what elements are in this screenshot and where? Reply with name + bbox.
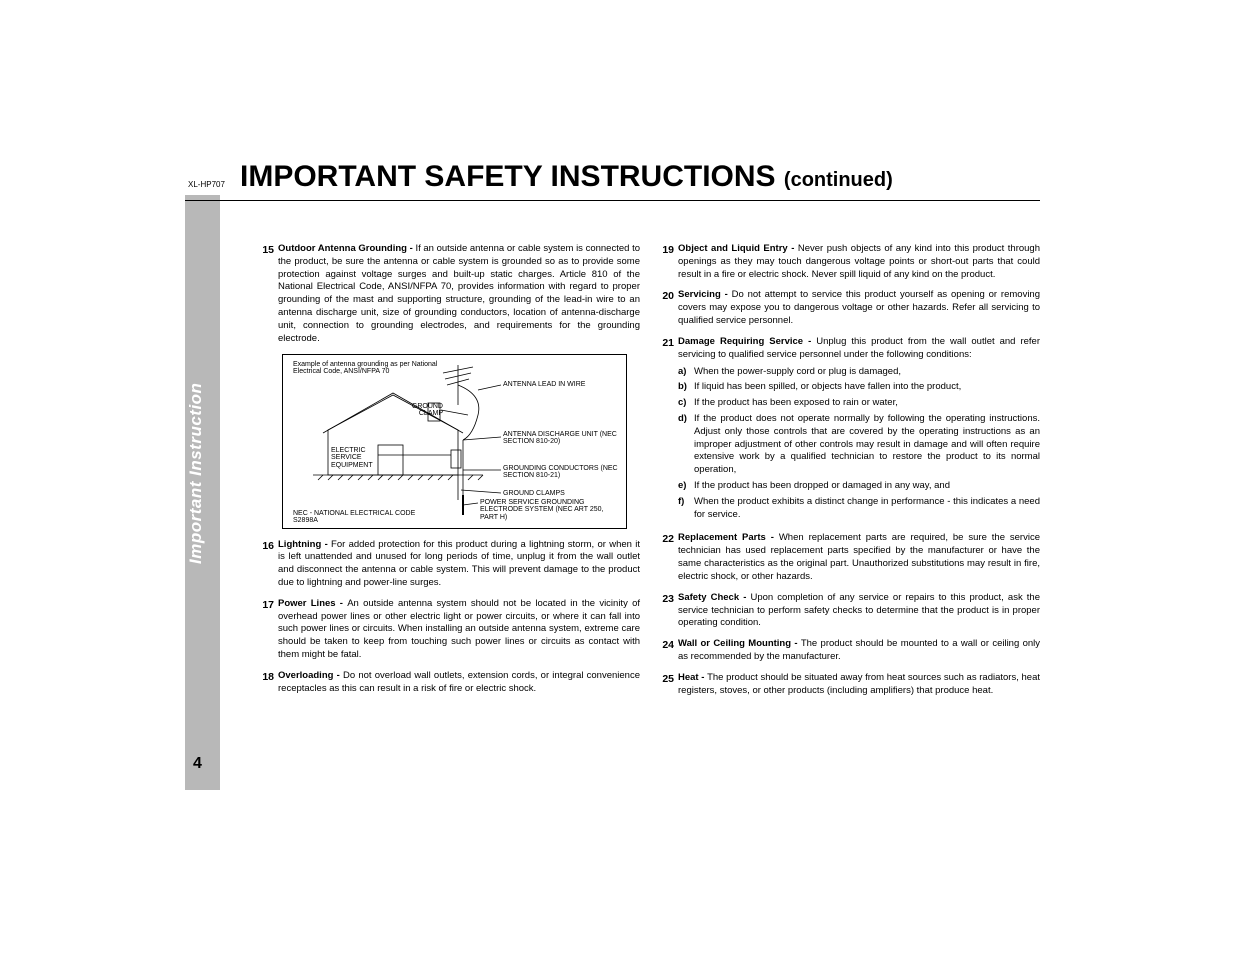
- item-body: Safety Check - Upon completion of any se…: [678, 592, 1040, 630]
- item-number: 17: [260, 598, 278, 662]
- item-number: 16: [260, 539, 278, 590]
- side-label: Important Instruction: [186, 383, 206, 564]
- sub-item: b)If liquid has been spilled, or objects…: [678, 381, 1040, 394]
- item-text: If an outside antenna or cable system is…: [278, 243, 640, 344]
- instruction-item: 16Lightning - For added protection for t…: [260, 539, 640, 590]
- sub-letter: d): [678, 413, 694, 477]
- diagram-caption: Example of antenna grounding as per Nati…: [293, 361, 453, 376]
- diagram-lead-label: ANTENNA LEAD IN WIRE: [503, 381, 585, 389]
- page-number: 4: [193, 755, 202, 773]
- diagram-clamp-label: GROUND CLAMP: [403, 403, 443, 418]
- sub-item: a)When the power-supply cord or plug is …: [678, 366, 1040, 379]
- sub-text: When the power-supply cord or plug is da…: [694, 366, 1040, 379]
- instruction-item: 25Heat - The product should be situated …: [660, 672, 1040, 698]
- item-number: 24: [660, 638, 678, 664]
- title-rule: [185, 200, 1040, 201]
- content-columns: 15Outdoor Antenna Grounding - If an outs…: [260, 243, 1040, 705]
- instruction-item: 21Damage Requiring Service - Unplug this…: [660, 336, 1040, 525]
- item-number: 20: [660, 289, 678, 327]
- sub-letter: e): [678, 480, 694, 493]
- item-body: Object and Liquid Entry - Never push obj…: [678, 243, 1040, 281]
- item-number: 25: [660, 672, 678, 698]
- instruction-item: 17Power Lines - An outside antenna syste…: [260, 598, 640, 662]
- sub-item: f)When the product exhibits a distinct c…: [678, 496, 1040, 522]
- right-column: 19Object and Liquid Entry - Never push o…: [660, 243, 1040, 705]
- sub-text: If the product has been exposed to rain …: [694, 397, 1040, 410]
- sub-item: e)If the product has been dropped or dam…: [678, 480, 1040, 493]
- instruction-item: 15Outdoor Antenna Grounding - If an outs…: [260, 243, 640, 346]
- item-lead: Wall or Ceiling Mounting -: [678, 638, 801, 649]
- sub-letter: b): [678, 381, 694, 394]
- diagram-discharge-label: ANTENNA DISCHARGE UNIT (NEC SECTION 810-…: [503, 431, 618, 446]
- diagram-power-label: POWER SERVICE GROUNDING ELECTRODE SYSTEM…: [480, 499, 620, 522]
- item-number: 19: [660, 243, 678, 281]
- item-number: 21: [660, 336, 678, 525]
- item-lead: Lightning -: [278, 539, 331, 550]
- item-lead: Heat -: [678, 672, 707, 683]
- item-text: The product should be situated away from…: [678, 672, 1040, 696]
- instruction-item: 22Replacement Parts - When replacement p…: [660, 532, 1040, 583]
- instruction-item: 19Object and Liquid Entry - Never push o…: [660, 243, 1040, 281]
- title-continued: (continued): [784, 169, 893, 191]
- item-body: Servicing - Do not attempt to service th…: [678, 289, 1040, 327]
- diagram-equipment-label: ELECTRIC SERVICE EQUIPMENT: [331, 447, 381, 470]
- item-lead: Overloading -: [278, 670, 343, 681]
- sub-text: If the product has been dropped or damag…: [694, 480, 1040, 493]
- item-body: Damage Requiring Service - Unplug this p…: [678, 336, 1040, 525]
- item-body: Outdoor Antenna Grounding - If an outsid…: [278, 243, 640, 346]
- left-column: 15Outdoor Antenna Grounding - If an outs…: [260, 243, 640, 705]
- item-lead: Outdoor Antenna Grounding -: [278, 243, 415, 254]
- item-body: Wall or Ceiling Mounting - The product s…: [678, 638, 1040, 664]
- item-text: Do not attempt to service this product y…: [678, 289, 1040, 326]
- sub-item: c)If the product has been exposed to rai…: [678, 397, 1040, 410]
- title-main: IMPORTANT SAFETY INSTRUCTIONS: [240, 160, 776, 193]
- item-number: 23: [660, 592, 678, 630]
- sub-list: a)When the power-supply cord or plug is …: [678, 366, 1040, 522]
- model-code: XL-HP707: [188, 180, 225, 189]
- item-number: 15: [260, 243, 278, 346]
- instruction-item: 24Wall or Ceiling Mounting - The product…: [660, 638, 1040, 664]
- instruction-item: 23Safety Check - Upon completion of any …: [660, 592, 1040, 630]
- sub-letter: c): [678, 397, 694, 410]
- sub-letter: f): [678, 496, 694, 522]
- grounding-diagram: Example of antenna grounding as per Nati…: [282, 354, 627, 529]
- sub-item: d)If the product does not operate normal…: [678, 413, 1040, 477]
- item-lead: Power Lines -: [278, 598, 347, 609]
- instruction-item: 20Servicing - Do not attempt to service …: [660, 289, 1040, 327]
- diagram-nec-label: NEC - NATIONAL ELECTRICAL CODE S2898A: [293, 510, 433, 525]
- diagram-conductors-label: GROUNDING CONDUCTORS (NEC SECTION 810-21…: [503, 465, 618, 480]
- item-lead: Damage Requiring Service -: [678, 336, 816, 347]
- item-lead: Replacement Parts -: [678, 532, 779, 543]
- item-body: Lightning - For added protection for thi…: [278, 539, 640, 590]
- item-lead: Object and Liquid Entry -: [678, 243, 798, 254]
- sub-text: If the product does not operate normally…: [694, 413, 1040, 477]
- page-title: IMPORTANT SAFETY INSTRUCTIONS (continued…: [240, 160, 893, 194]
- item-body: Replacement Parts - When replacement par…: [678, 532, 1040, 583]
- item-body: Overloading - Do not overload wall outle…: [278, 670, 640, 696]
- item-number: 18: [260, 670, 278, 696]
- item-lead: Safety Check -: [678, 592, 750, 603]
- item-number: 22: [660, 532, 678, 583]
- sub-text: When the product exhibits a distinct cha…: [694, 496, 1040, 522]
- diagram-clamps2-label: GROUND CLAMPS: [503, 490, 565, 498]
- item-body: Heat - The product should be situated aw…: [678, 672, 1040, 698]
- item-lead: Servicing -: [678, 289, 732, 300]
- sub-letter: a): [678, 366, 694, 379]
- item-text: For added protection for this product du…: [278, 539, 640, 588]
- sub-text: If liquid has been spilled, or objects h…: [694, 381, 1040, 394]
- item-body: Power Lines - An outside antenna system …: [278, 598, 640, 662]
- instruction-item: 18Overloading - Do not overload wall out…: [260, 670, 640, 696]
